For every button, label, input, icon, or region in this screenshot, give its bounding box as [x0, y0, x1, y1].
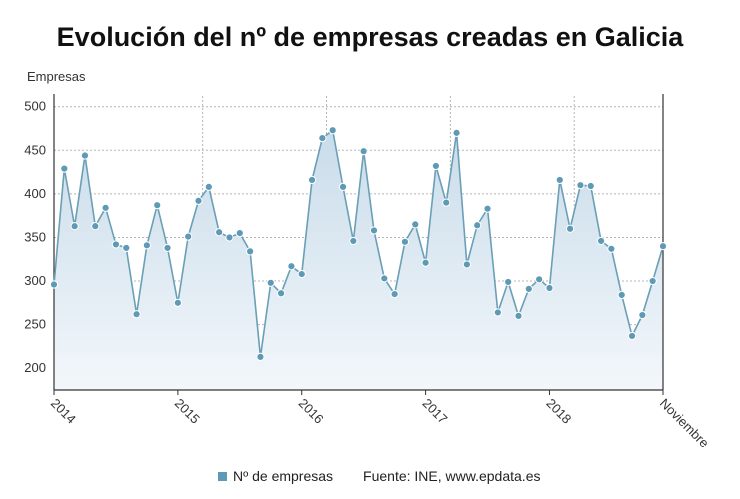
y-tick-label: 200 [24, 360, 46, 375]
data-point [287, 262, 296, 271]
y-tick-label: 250 [24, 317, 46, 332]
data-point [658, 242, 668, 251]
data-point [514, 311, 523, 321]
data-point [111, 240, 121, 249]
area-layer [54, 130, 663, 391]
data-point [101, 203, 110, 212]
data-point [359, 147, 368, 156]
data-point [60, 164, 69, 173]
data-point [49, 280, 59, 289]
data-point [266, 278, 275, 287]
data-point [411, 220, 420, 229]
data-point [483, 204, 492, 213]
data-point [122, 243, 131, 253]
data-point [473, 221, 482, 230]
data-point [194, 196, 203, 205]
data-point [442, 198, 451, 207]
data-point [586, 181, 595, 191]
data-point [163, 243, 172, 253]
data-point [276, 289, 286, 298]
marker-layer [49, 126, 668, 361]
data-point [627, 331, 637, 341]
data-point [307, 175, 317, 185]
data-point [369, 226, 379, 235]
axis-layer [53, 94, 664, 395]
x-tick-label: 2016 [296, 396, 327, 427]
data-point [524, 284, 533, 293]
data-point [380, 274, 389, 283]
series-line [53, 128, 664, 357]
line-layer [53, 128, 664, 357]
data-point [576, 181, 585, 190]
data-point [142, 241, 151, 250]
data-point [596, 236, 606, 246]
data-point [338, 182, 348, 192]
data-point [297, 269, 306, 279]
data-point [493, 308, 502, 317]
data-point [617, 290, 626, 300]
y-tick-label: 500 [24, 99, 46, 114]
data-point [648, 276, 657, 286]
data-point [390, 290, 399, 299]
x-tick-label: 2014 [48, 396, 79, 427]
data-point [235, 229, 244, 238]
y-tick-label: 400 [24, 186, 46, 201]
legend: Nº de empresas Fuente: INE, www.epdata.e… [218, 468, 540, 484]
data-point [535, 275, 544, 284]
data-point [545, 283, 554, 293]
data-point [246, 247, 255, 256]
y-axis-title: Empresas [27, 69, 86, 84]
source-text: Fuente: INE, www.epdata.es [363, 468, 541, 484]
x-tick-label: 2017 [419, 396, 450, 427]
data-point [421, 258, 430, 267]
chart-title: Evolución del nº de empresas creadas en … [56, 22, 684, 52]
data-point [173, 298, 182, 307]
data-point [215, 228, 224, 237]
data-point [607, 244, 616, 253]
data-point [566, 224, 575, 233]
data-point [504, 277, 513, 287]
legend-series-label: Nº de empresas [233, 468, 334, 484]
data-point [349, 236, 358, 246]
x-tick-label: 2018 [543, 396, 574, 427]
y-tick-label: 450 [24, 142, 46, 157]
data-point [91, 222, 100, 231]
data-point [70, 222, 79, 231]
data-point [153, 201, 162, 210]
x-tick-label: Noviembre [657, 396, 712, 451]
data-point [638, 310, 647, 320]
data-point [318, 133, 327, 143]
data-point [555, 175, 564, 185]
x-tick-label: 2015 [172, 396, 203, 427]
data-point [184, 232, 193, 241]
data-point [256, 352, 265, 361]
data-point [452, 128, 461, 137]
data-point [225, 233, 234, 242]
data-point [400, 237, 410, 246]
data-point [431, 161, 441, 171]
data-point [462, 260, 471, 269]
legend-swatch [218, 471, 227, 481]
y-tick-label: 300 [24, 273, 46, 288]
data-point [132, 310, 141, 319]
y-tick-label: 350 [24, 229, 46, 244]
data-point [204, 182, 213, 192]
area-fill [54, 130, 663, 391]
data-point [80, 151, 90, 160]
data-point [328, 126, 337, 135]
